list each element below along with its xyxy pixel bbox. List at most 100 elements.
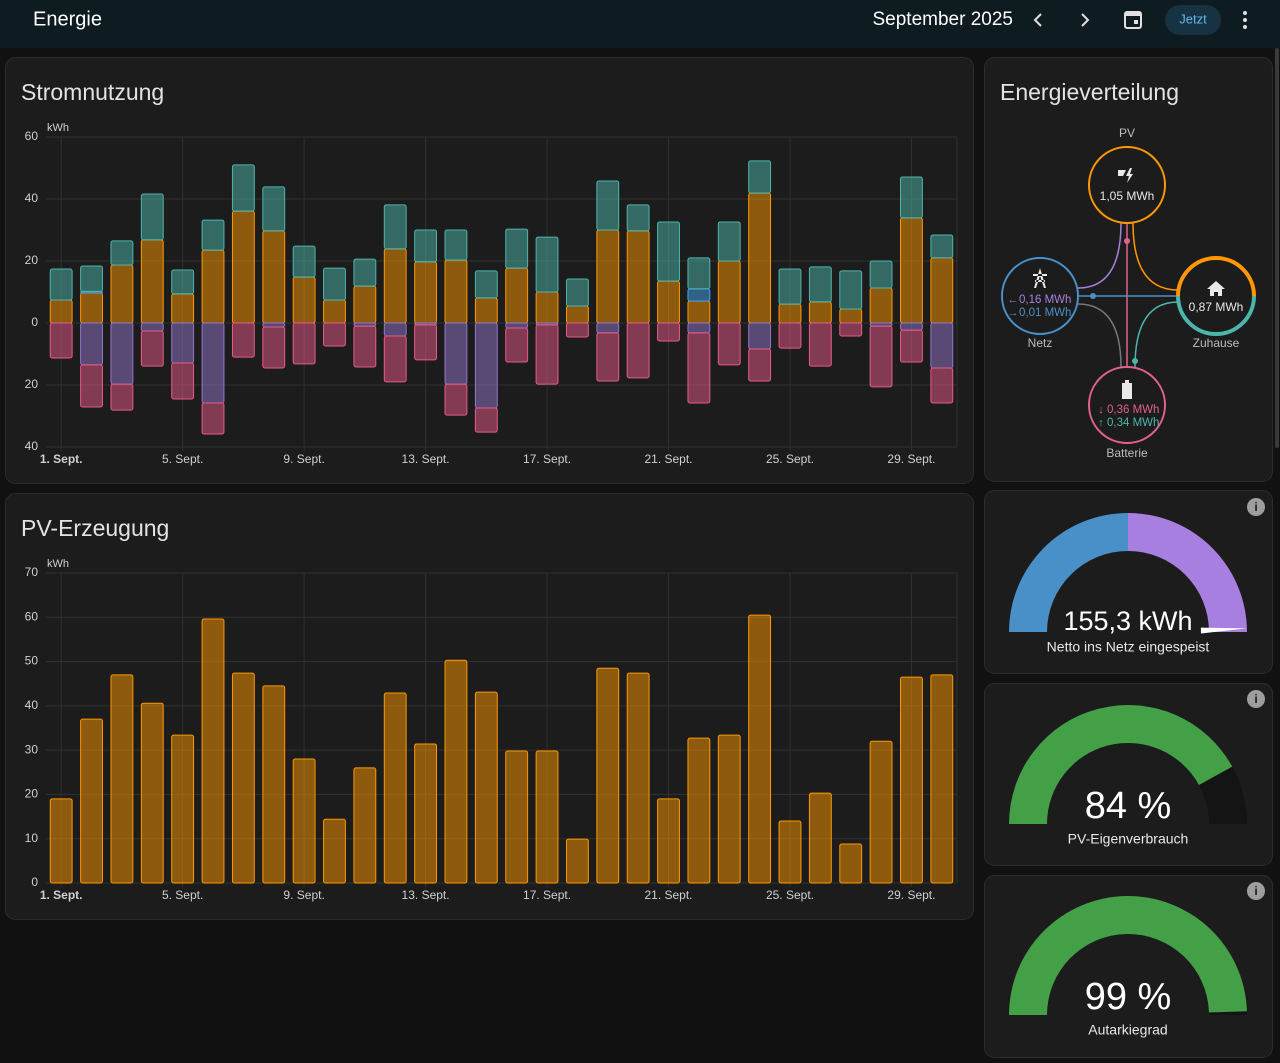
bar-segment — [383, 335, 407, 383]
bar-segment — [778, 268, 802, 305]
x-tick-label: 1. Sept. — [40, 888, 83, 902]
info-glyph: i — [1254, 884, 1257, 898]
bar-segment — [535, 291, 559, 324]
x-tick-label: 13. Sept. — [402, 452, 450, 466]
bar-segment — [262, 230, 286, 324]
bar-segment — [657, 322, 680, 342]
next-button[interactable] — [1081, 13, 1090, 27]
node-value: 0,36 MWh — [1107, 404, 1159, 416]
now-button-bg[interactable] — [1165, 5, 1221, 35]
bar-segment — [900, 176, 923, 219]
x-tick-label: 25. Sept. — [766, 888, 814, 902]
bar-segment — [505, 228, 529, 269]
gauge-label: Autarkiegrad — [1088, 1022, 1167, 1038]
bar-segment — [292, 758, 316, 884]
gauge-arc — [1009, 513, 1128, 632]
arrow-glyph: → — [1008, 307, 1019, 319]
card-title: PV-Erzeugung — [21, 515, 169, 541]
node-value: 0,01 MWh — [1019, 307, 1071, 319]
node-icons — [1033, 168, 1225, 399]
gauge-value-arc — [1009, 896, 1247, 1015]
node-value: 0,87 MWh — [1189, 300, 1244, 314]
bar-segment — [687, 737, 711, 884]
flow-dot — [1090, 293, 1096, 299]
bar-segment — [49, 322, 73, 359]
scrollbar — [1275, 48, 1279, 448]
bar-segment — [626, 204, 650, 232]
x-tick-label: 13. Sept. — [402, 888, 450, 902]
calendar-button[interactable] — [1124, 11, 1142, 29]
bar-segment — [748, 614, 772, 884]
x-tick-label: 9. Sept. — [283, 452, 324, 466]
y-tick-label: 30 — [25, 742, 39, 756]
bar-segment — [414, 229, 438, 263]
bar-segment — [505, 322, 529, 329]
bar-segment — [900, 217, 923, 324]
info-button[interactable]: i — [1247, 882, 1265, 900]
period-label[interactable]: September 2025 — [873, 9, 1014, 30]
bar-segment — [869, 325, 893, 388]
menu-dot — [1243, 25, 1247, 29]
battery-icon — [1122, 380, 1132, 399]
flow-dot — [1124, 238, 1130, 244]
bar-segment — [444, 259, 468, 324]
y-tick-label: 20 — [25, 787, 39, 801]
menu-button[interactable] — [1243, 11, 1247, 29]
arrow-glyph: ← — [1008, 294, 1019, 306]
info-button[interactable]: i — [1247, 498, 1265, 516]
bar-segment — [80, 322, 103, 366]
prev-button[interactable] — [1033, 13, 1042, 27]
now-button[interactable]: Jetzt — [1179, 11, 1207, 26]
bar-segment — [323, 299, 346, 324]
bar-segment — [717, 322, 741, 366]
bar-segment — [778, 820, 802, 884]
node-label: Zuhause — [1193, 336, 1240, 350]
bar-segment — [626, 230, 650, 324]
x-tick-label: 29. Sept. — [887, 888, 935, 902]
bar-segment — [930, 257, 954, 324]
bar-segment — [49, 299, 73, 324]
bar-segment — [565, 278, 589, 307]
info-button[interactable]: i — [1247, 690, 1265, 708]
y-tick-label: 40 — [25, 698, 39, 712]
bar-segment — [808, 792, 832, 884]
bar-segment — [474, 407, 498, 433]
bar-segment — [626, 322, 650, 379]
bar-segment — [171, 362, 195, 400]
gauge-value: 84 % — [1085, 785, 1172, 827]
bar-segment — [231, 322, 255, 358]
bar-segment — [80, 292, 103, 324]
node-label: Netz — [1028, 336, 1053, 350]
bar-segment — [414, 261, 438, 324]
distribution-card — [984, 57, 1273, 482]
bar-segment — [657, 798, 680, 884]
bar-segment — [353, 285, 377, 324]
x-tick-label: 21. Sept. — [644, 888, 692, 902]
y-tick-label: 0 — [31, 875, 38, 889]
bar-segment — [323, 818, 346, 884]
y-tick-label: 20 — [25, 253, 39, 267]
bar-segment — [808, 301, 832, 324]
bar-segment — [171, 269, 195, 295]
flow-dot — [1132, 358, 1138, 364]
bar-segment — [201, 618, 225, 884]
bar-segment — [930, 367, 954, 404]
bar-segment — [839, 308, 863, 324]
y-tick-label: 10 — [25, 831, 39, 845]
info-icon — [1247, 690, 1265, 708]
card-title: Stromnutzung — [21, 79, 164, 105]
info-icon — [1247, 882, 1265, 900]
bar-segment — [262, 186, 286, 232]
bar-segment — [505, 267, 529, 324]
bar-segment — [323, 322, 346, 347]
bar-segment — [717, 260, 741, 324]
y-tick-label: 20 — [25, 377, 39, 391]
node-value: 1,05 MWh — [1100, 189, 1155, 203]
gauge-card — [984, 490, 1273, 674]
flow-lines — [1077, 222, 1179, 368]
bar-segment — [535, 236, 559, 293]
bar-segment — [201, 402, 225, 435]
bar-segment — [171, 734, 195, 884]
bar-segment — [80, 265, 103, 292]
